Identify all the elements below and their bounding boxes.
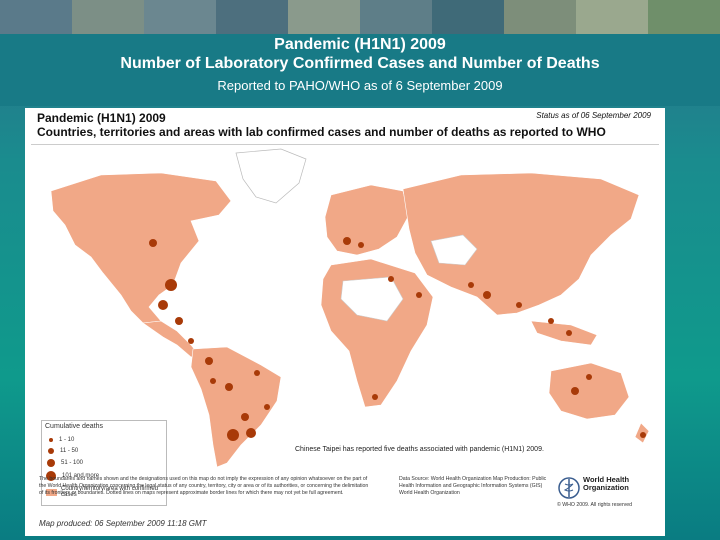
death-marker bbox=[241, 413, 249, 421]
unaffected-asia bbox=[430, 234, 478, 266]
death-marker bbox=[188, 338, 194, 344]
death-marker bbox=[264, 404, 270, 410]
death-marker bbox=[548, 318, 554, 324]
map-source: Data Source: World Health Organization M… bbox=[399, 476, 547, 497]
slide-subtitle: Reported to PAHO/WHO as of 6 September 2… bbox=[217, 78, 503, 93]
death-marker bbox=[358, 242, 364, 248]
map-panel: Pandemic (H1N1) 2009 Countries, territor… bbox=[25, 108, 665, 536]
death-marker bbox=[566, 330, 572, 336]
landmass-north-america bbox=[50, 172, 232, 324]
legend-label: 51 - 100 bbox=[61, 460, 84, 466]
death-marker bbox=[640, 432, 646, 438]
legend-item: 51 - 100 bbox=[46, 458, 83, 468]
map-subheading: Countries, territories and areas with la… bbox=[37, 125, 606, 139]
death-marker bbox=[372, 394, 378, 400]
death-marker bbox=[205, 357, 213, 365]
slide-title-line2: Number of Laboratory Confirmed Cases and… bbox=[120, 55, 600, 72]
world-map-svg bbox=[50, 148, 650, 468]
landmass-greenland bbox=[235, 148, 307, 204]
landmass-southeast-asia bbox=[530, 320, 598, 346]
death-marker bbox=[149, 239, 157, 247]
death-marker bbox=[165, 279, 177, 291]
landmass-europe bbox=[324, 184, 410, 256]
legend-item: 1 - 10 bbox=[46, 435, 74, 445]
legend-label: 1 - 10 bbox=[59, 437, 75, 443]
landmass-asia bbox=[402, 172, 640, 316]
map-disclaimer: The boundaries and names shown and the d… bbox=[39, 476, 369, 497]
map-status: Status as of 06 September 2009 bbox=[536, 111, 651, 120]
legend-item: Country/territory/area with confirmed ca… bbox=[46, 486, 166, 498]
death-marker bbox=[210, 378, 216, 384]
death-marker bbox=[571, 387, 579, 395]
legend-label: 101 and more bbox=[62, 473, 100, 479]
death-marker bbox=[246, 428, 256, 438]
death-marker bbox=[225, 383, 233, 391]
slide-title-line1: Pandemic (H1N1) 2009 bbox=[274, 36, 446, 53]
death-marker bbox=[483, 291, 491, 299]
photo-banner bbox=[0, 0, 720, 34]
legend-item: 11 - 50 bbox=[46, 446, 78, 456]
death-marker bbox=[227, 429, 239, 441]
who-emblem-icon bbox=[558, 477, 580, 499]
map-note: Chinese Taipei has reported five deaths … bbox=[295, 446, 544, 453]
death-marker bbox=[388, 276, 394, 282]
map-legend: Cumulative deaths 1 - 10 11 - 50 51 - 10… bbox=[41, 420, 167, 506]
death-marker bbox=[343, 237, 351, 245]
map-heading: Pandemic (H1N1) 2009 bbox=[37, 111, 166, 125]
who-name-line2: Organization bbox=[583, 483, 629, 493]
death-marker bbox=[175, 317, 183, 325]
world-map: Cumulative deaths 1 - 10 11 - 50 51 - 10… bbox=[31, 144, 659, 506]
who-name: World Health Organization bbox=[583, 475, 630, 493]
death-marker bbox=[158, 300, 168, 310]
legend-item: 101 and more bbox=[46, 471, 99, 481]
death-markers bbox=[149, 237, 646, 441]
death-marker bbox=[516, 302, 522, 308]
map-produced-date: Map produced: 06 September 2009 11:18 GM… bbox=[39, 519, 207, 528]
landmass-australia bbox=[548, 362, 630, 420]
legend-title: Cumulative deaths bbox=[45, 423, 103, 430]
landmass-south-america bbox=[190, 346, 282, 468]
death-marker bbox=[468, 282, 474, 288]
death-marker bbox=[586, 374, 592, 380]
legend-label: Country/territory/area with confirmed ca… bbox=[61, 486, 159, 498]
who-name-line1: World Health bbox=[583, 475, 630, 484]
slide-header bbox=[0, 34, 720, 106]
copyright: © WHO 2009. All rights reserved bbox=[557, 502, 633, 508]
legend-label: 11 - 50 bbox=[60, 448, 79, 454]
death-marker bbox=[254, 370, 260, 376]
death-marker bbox=[416, 292, 422, 298]
